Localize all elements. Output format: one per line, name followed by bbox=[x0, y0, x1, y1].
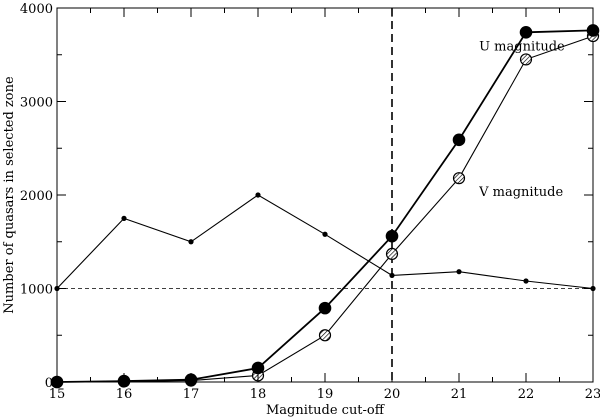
ticks-layer bbox=[56, 7, 594, 383]
series-annotation: U magnitude bbox=[479, 39, 565, 54]
labels-layer: 15 16 17 18 19 20 21 22 23 0 1000 2000 3000 4000 U mag… bbox=[20, 2, 600, 402]
v-magnitude-point bbox=[452, 172, 466, 185]
u-magnitude-point bbox=[586, 24, 600, 37]
u-magnitude-point bbox=[318, 301, 332, 315]
series-annotation: V magnitude bbox=[478, 185, 563, 200]
u-magnitude-point bbox=[519, 26, 533, 39]
x-tick-label: 18 bbox=[250, 387, 267, 402]
series-line bbox=[56, 194, 594, 290]
reference-series-point bbox=[188, 239, 194, 245]
v-magnitude-point bbox=[519, 53, 533, 66]
reference-series-point bbox=[255, 192, 261, 198]
y-tick-label: 3000 bbox=[20, 96, 53, 111]
v-magnitude-point bbox=[385, 247, 399, 261]
y-tick-label: 0 bbox=[45, 376, 53, 391]
x-tick-label: 19 bbox=[317, 387, 334, 402]
x-tick-label: 16 bbox=[116, 387, 133, 402]
y-tick-label: 4000 bbox=[20, 2, 53, 17]
reference-series-point bbox=[322, 231, 328, 237]
y-axis-title: Number of quasars in selected zone bbox=[2, 76, 17, 314]
x-tick-label: 21 bbox=[451, 387, 468, 402]
x-tick-label: 17 bbox=[183, 387, 200, 402]
reference-series-point bbox=[121, 215, 127, 221]
series-layer bbox=[50, 24, 600, 389]
x-tick-label: 23 bbox=[585, 387, 600, 402]
reference-series-point bbox=[389, 272, 395, 279]
u-magnitude-point bbox=[385, 229, 399, 243]
reference-series-point bbox=[456, 269, 462, 275]
y-tick-label: 2000 bbox=[20, 189, 53, 204]
u-magnitude-point bbox=[251, 361, 265, 375]
x-axis-title: Magnitude cut-off bbox=[266, 403, 386, 418]
x-tick-label: 15 bbox=[49, 387, 66, 402]
v-magnitude-point bbox=[318, 329, 332, 342]
y-tick-label: 1000 bbox=[20, 283, 53, 298]
x-tick-label: 20 bbox=[384, 387, 401, 402]
u-magnitude-point bbox=[452, 133, 466, 147]
reference-series-point bbox=[523, 278, 529, 284]
x-tick-label: 22 bbox=[518, 387, 535, 402]
reference-lines bbox=[57, 8, 593, 382]
